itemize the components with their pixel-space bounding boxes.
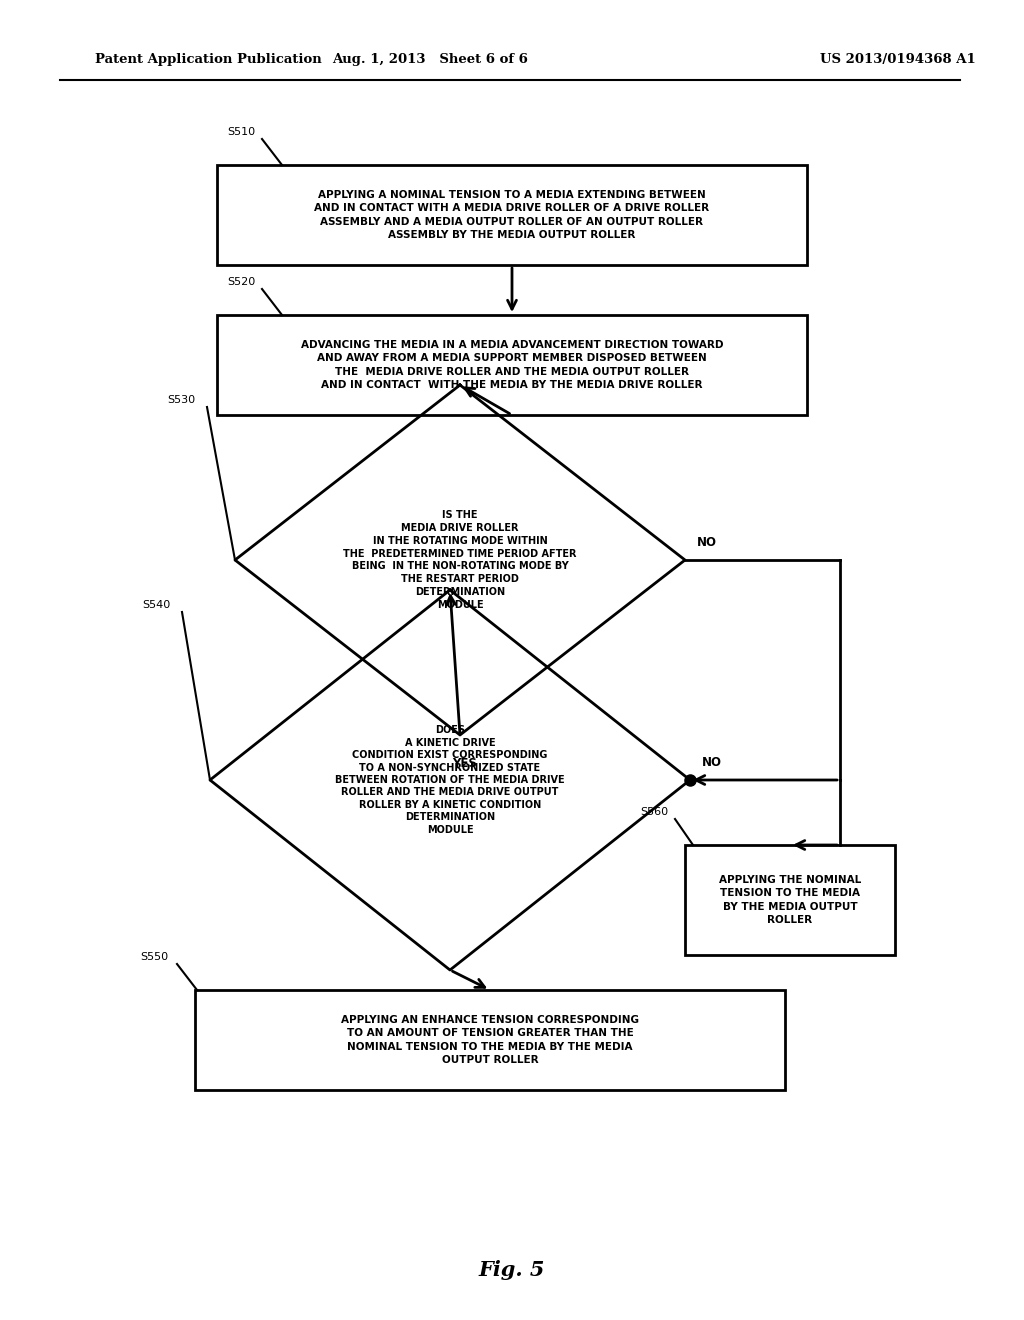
Polygon shape xyxy=(210,590,690,970)
Text: DOES
A KINETIC DRIVE
CONDITION EXIST CORRESPONDING
TO A NON-SYNCHRONIZED STATE
B: DOES A KINETIC DRIVE CONDITION EXIST COR… xyxy=(335,726,565,834)
Text: S520: S520 xyxy=(227,277,255,286)
Text: APPLYING AN ENHANCE TENSION CORRESPONDING
TO AN AMOUNT OF TENSION GREATER THAN T: APPLYING AN ENHANCE TENSION CORRESPONDIN… xyxy=(341,1015,639,1065)
Bar xyxy=(195,990,785,1090)
Text: S560: S560 xyxy=(640,807,668,817)
Text: IS THE
MEDIA DRIVE ROLLER
IN THE ROTATING MODE WITHIN
THE  PREDETERMINED TIME PE: IS THE MEDIA DRIVE ROLLER IN THE ROTATIN… xyxy=(343,511,577,610)
Text: Fig. 5: Fig. 5 xyxy=(479,1261,545,1280)
Text: S530: S530 xyxy=(167,395,196,405)
Text: NO: NO xyxy=(697,536,717,549)
Text: YES: YES xyxy=(453,756,477,770)
Text: S510: S510 xyxy=(227,127,255,137)
Text: Patent Application Publication: Patent Application Publication xyxy=(95,54,322,66)
Text: ADVANCING THE MEDIA IN A MEDIA ADVANCEMENT DIRECTION TOWARD
AND AWAY FROM A MEDI: ADVANCING THE MEDIA IN A MEDIA ADVANCEME… xyxy=(301,341,723,389)
Bar xyxy=(217,315,807,414)
Bar xyxy=(217,165,807,265)
Text: S540: S540 xyxy=(142,601,170,610)
Polygon shape xyxy=(234,385,685,735)
Text: US 2013/0194368 A1: US 2013/0194368 A1 xyxy=(820,54,976,66)
Bar xyxy=(685,845,895,954)
Text: Aug. 1, 2013   Sheet 6 of 6: Aug. 1, 2013 Sheet 6 of 6 xyxy=(332,54,528,66)
Text: YES: YES xyxy=(442,993,467,1005)
Text: APPLYING THE NOMINAL
TENSION TO THE MEDIA
BY THE MEDIA OUTPUT
ROLLER: APPLYING THE NOMINAL TENSION TO THE MEDI… xyxy=(719,875,861,925)
Text: NO: NO xyxy=(702,755,722,768)
Text: APPLYING A NOMINAL TENSION TO A MEDIA EXTENDING BETWEEN
AND IN CONTACT WITH A ME: APPLYING A NOMINAL TENSION TO A MEDIA EX… xyxy=(314,190,710,240)
Text: S550: S550 xyxy=(140,952,168,962)
